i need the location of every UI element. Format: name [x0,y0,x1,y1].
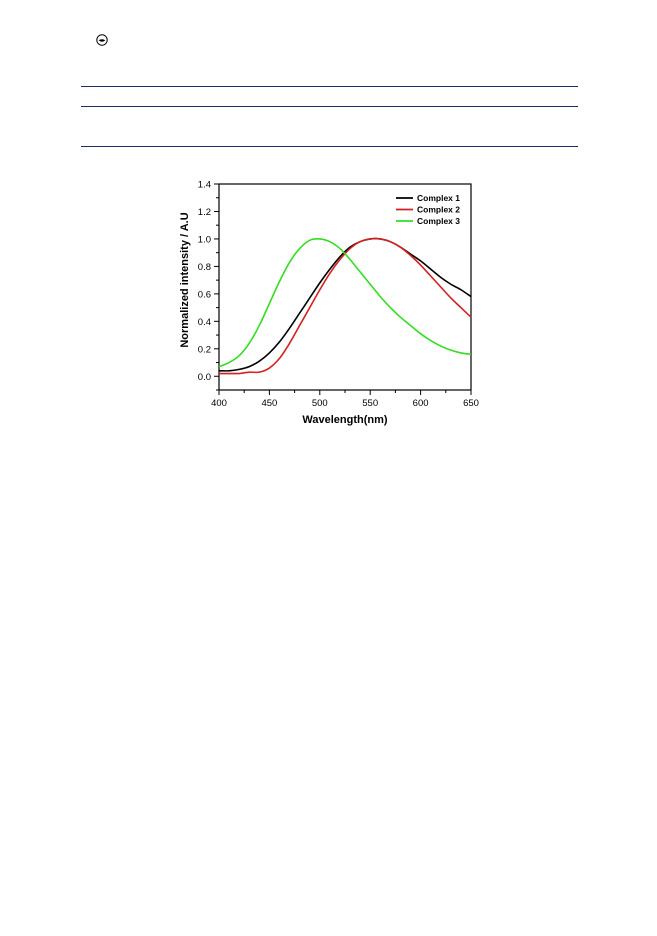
legend-label-1: Complex 1 [417,193,460,203]
y-tick-label: 0.4 [198,317,211,328]
series-line-3 [218,238,472,368]
y-tick-label: 1.0 [198,234,211,245]
header-rule-bottom [81,146,578,147]
series-line-1 [218,237,472,372]
x-tick-label: 650 [463,398,479,409]
y-tick-label: 0.2 [198,344,211,355]
y-tick-label: 1.2 [198,207,211,218]
x-tick-label: 400 [211,398,227,409]
y-tick-label: 0.8 [198,262,211,273]
y-tick-label: 0.0 [198,372,211,383]
header-rule-middle [81,106,578,107]
legend-label-3: Complex 3 [417,216,460,226]
y-tick-label: 0.6 [198,289,211,300]
x-tick-label: 500 [312,398,328,409]
x-tick-label: 450 [261,398,277,409]
y-tick-label: 1.4 [198,180,211,191]
y-axis-title: Normalized intensity / A.U [179,212,191,347]
header-rule-top [81,86,578,87]
x-tick-label: 600 [413,398,429,409]
plot-frame [218,183,472,391]
x-tick-label: 550 [362,398,378,409]
emission-spectra-chart: 400 450 500 550 600 650 0.0 0.2 0.4 0.6 0.8 1.0 1.2 1… [179,180,479,427]
series-line-2 [218,237,472,375]
circled-logo-icon [96,34,108,46]
legend-label-2: Complex 2 [417,205,460,215]
x-axis-title: Wavelength(nm) [302,414,387,426]
